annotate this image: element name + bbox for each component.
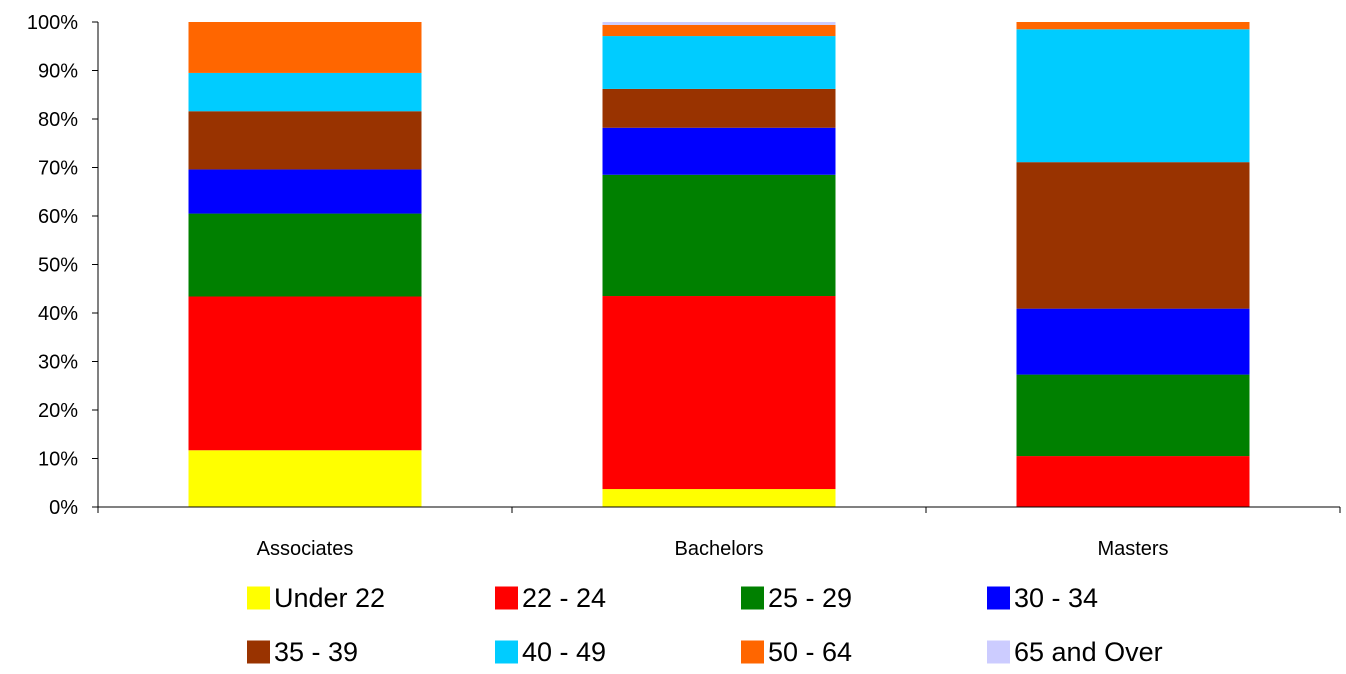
bar-segment [1016,308,1250,375]
y-tick-label: 10% [38,449,78,471]
legend-swatch [987,586,1010,610]
bar-segment [602,296,836,490]
legend-item: Under 22 [247,583,385,613]
y-tick-label: 40% [38,303,78,325]
bars [188,22,1250,507]
bar-segment [1016,162,1250,309]
legend-swatch [247,640,270,664]
legend-swatch [741,586,764,610]
legend-label: Under 22 [274,583,385,613]
y-axis: 0% 10% 20% 30% 40% 50% 60% 70% 80% 90% 100% [27,12,99,519]
bar-segment [1016,374,1250,457]
bar-segment [188,296,422,451]
bar-segment [602,22,836,25]
y-tick-label: 60% [38,206,78,228]
legend-swatch [247,586,270,610]
x-axis: Associates Bachelors Masters [97,506,1341,560]
legend-label: 35 - 39 [274,637,358,667]
y-tick-label: 70% [38,158,78,180]
bar-segment [188,111,422,170]
bar-segment [602,127,836,175]
legend-label: 65 and Over [1014,637,1163,667]
x-category-label: Masters [1097,538,1168,560]
bar-segment [602,88,836,128]
legend-label: 30 - 34 [1014,583,1098,613]
legend-label: 22 - 24 [522,583,606,613]
bar-segment [188,72,422,112]
legend-swatch [495,586,518,610]
legend-item: 65 and Over [987,637,1163,667]
legend-swatch [495,640,518,664]
legend-item: 40 - 49 [495,637,606,667]
y-tick-label: 0% [49,497,78,519]
y-tick-label: 90% [38,61,78,83]
bar-segment [188,22,422,73]
legend-item: 25 - 29 [741,583,852,613]
legend-item: 22 - 24 [495,583,606,613]
legend-label: 50 - 64 [768,637,852,667]
x-category-label: Associates [257,538,354,560]
y-tick-label: 100% [27,12,78,34]
bar-segment [602,24,836,37]
legend-item: 30 - 34 [987,583,1098,613]
legend-label: 25 - 29 [768,583,852,613]
bar-segment [1016,29,1250,163]
x-category-label: Bachelors [675,538,764,560]
bar-segment [1016,22,1250,30]
y-tick-label: 50% [38,255,78,277]
bar-segment [188,169,422,214]
legend-label: 40 - 49 [522,637,606,667]
bar-segment [188,213,422,297]
bar-segment [188,450,422,507]
legend: Under 22 22 - 24 25 - 29 30 - 34 35 - 39 40 -… [247,583,1163,667]
bar-segment [602,36,836,89]
bar-segment [602,489,836,507]
legend-item: 50 - 64 [741,637,852,667]
legend-swatch [741,640,764,664]
y-tick-label: 80% [38,109,78,131]
legend-item: 35 - 39 [247,637,358,667]
y-tick-label: 30% [38,352,78,374]
bar-segment [1016,456,1250,507]
bar-segment [602,174,836,297]
legend-swatch [987,640,1010,664]
y-tick-label: 20% [38,400,78,422]
